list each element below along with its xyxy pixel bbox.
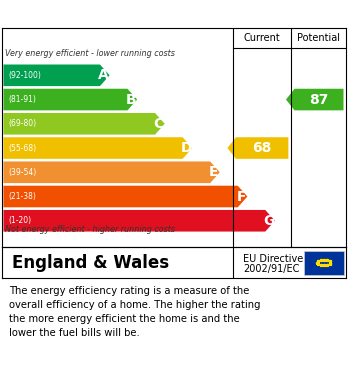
Polygon shape (3, 137, 192, 159)
Polygon shape (3, 65, 110, 86)
Text: 68: 68 (253, 141, 272, 155)
Text: G: G (263, 214, 275, 228)
Polygon shape (3, 113, 165, 135)
Polygon shape (3, 89, 137, 110)
Text: England & Wales: England & Wales (12, 254, 169, 272)
Polygon shape (3, 186, 247, 207)
Text: 87: 87 (309, 93, 329, 107)
Text: (55-68): (55-68) (8, 143, 36, 152)
Text: C: C (153, 117, 164, 131)
Polygon shape (3, 210, 275, 231)
Polygon shape (227, 137, 288, 159)
Text: Very energy efficient - lower running costs: Very energy efficient - lower running co… (5, 49, 175, 58)
Text: (92-100): (92-100) (8, 71, 41, 80)
Text: D: D (180, 141, 192, 155)
Text: 2002/91/EC: 2002/91/EC (243, 264, 299, 274)
Polygon shape (3, 161, 220, 183)
Polygon shape (286, 89, 343, 110)
Text: B: B (126, 93, 136, 107)
Text: (39-54): (39-54) (8, 168, 36, 177)
Text: EU Directive: EU Directive (243, 254, 303, 264)
Text: Potential: Potential (297, 33, 340, 43)
Text: Not energy efficient - higher running costs: Not energy efficient - higher running co… (5, 225, 175, 234)
Text: The energy efficiency rating is a measure of the
overall efficiency of a home. T: The energy efficiency rating is a measur… (9, 286, 260, 338)
FancyBboxPatch shape (304, 251, 344, 274)
Text: Current: Current (244, 33, 280, 43)
Text: A: A (98, 68, 109, 83)
Text: (21-38): (21-38) (8, 192, 36, 201)
Text: (1-20): (1-20) (8, 216, 31, 225)
Text: F: F (236, 190, 246, 204)
Text: (81-91): (81-91) (8, 95, 36, 104)
Text: E: E (209, 165, 218, 179)
Text: Energy Efficiency Rating: Energy Efficiency Rating (69, 7, 279, 22)
Text: (69-80): (69-80) (8, 119, 36, 128)
